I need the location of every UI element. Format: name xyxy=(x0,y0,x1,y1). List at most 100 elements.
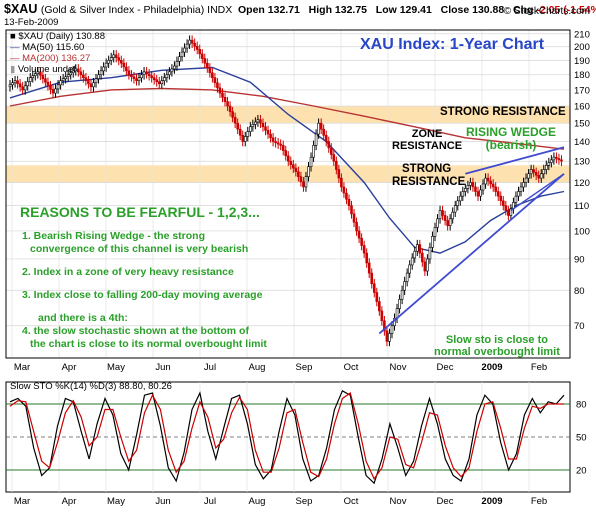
price-body xyxy=(274,141,277,144)
x-tick-label: May xyxy=(107,362,125,373)
price-body xyxy=(423,261,427,272)
price-body xyxy=(130,74,133,78)
price-body xyxy=(28,77,32,83)
symbol: $XAU xyxy=(4,2,38,16)
price-body xyxy=(403,281,406,291)
reason-1-line-1: 1. Bearish Rising Wedge - the strong xyxy=(22,230,206,242)
price-body xyxy=(208,67,212,74)
price-body xyxy=(385,330,389,342)
sto-y-tick-label: 20 xyxy=(576,466,587,477)
price-legend: ■ $XAU (Daily) 130.88 — MA(50) 115.60 — … xyxy=(10,31,105,75)
price-body xyxy=(304,176,308,188)
stockcharts-brand[interactable]: © StockCharts.com xyxy=(503,6,590,17)
price-body xyxy=(479,189,482,197)
sto-x-tick-label: Feb xyxy=(531,496,547,507)
price-body xyxy=(165,74,169,79)
sto-x-tick-label: Nov xyxy=(390,496,407,507)
price-body xyxy=(87,80,90,85)
price-body xyxy=(312,145,315,158)
y-tick-label: 80 xyxy=(574,286,585,297)
price-body xyxy=(147,73,151,77)
price-body xyxy=(203,58,207,64)
price-body xyxy=(254,121,257,125)
price-body xyxy=(236,122,239,130)
price-body xyxy=(524,177,528,183)
close-value: 130.88 xyxy=(472,4,505,16)
y-tick-label: 210 xyxy=(574,29,590,40)
price-body xyxy=(269,133,272,139)
price-body xyxy=(294,167,298,172)
price-body xyxy=(160,80,164,85)
price-body xyxy=(340,177,343,188)
price-body xyxy=(496,191,500,197)
price-body xyxy=(135,78,138,82)
price-body xyxy=(367,262,371,274)
rising-wedge-label: RISING WEDGE (bearish) xyxy=(466,125,557,152)
price-body xyxy=(332,154,336,162)
ma200-path xyxy=(9,87,565,150)
price-body xyxy=(327,141,331,149)
y-tick-label: 70 xyxy=(574,321,585,332)
price-body xyxy=(18,83,22,88)
price-body xyxy=(33,73,37,77)
price-body xyxy=(489,180,492,185)
price-body xyxy=(122,62,126,68)
price-body xyxy=(388,333,391,342)
price-body xyxy=(49,85,52,90)
price-body xyxy=(542,169,546,175)
price-body xyxy=(112,54,116,58)
price-body xyxy=(256,119,260,123)
reason-4-line-3: the chart is close to its normal overbou… xyxy=(30,338,267,350)
price-body xyxy=(289,160,293,165)
price-body xyxy=(163,77,166,82)
price-body xyxy=(107,60,110,64)
price-body xyxy=(322,128,325,136)
wedge-upper-line xyxy=(465,146,565,175)
price-body xyxy=(481,183,485,191)
price-body xyxy=(405,272,409,282)
price-body xyxy=(125,66,128,72)
price-body xyxy=(92,82,95,88)
price-body xyxy=(39,71,42,76)
price-body xyxy=(471,182,475,188)
x-tick-label: Aug xyxy=(249,362,266,373)
price-body xyxy=(249,126,252,132)
symbol-description: (Gold & Silver Index - Philadelphia) IND… xyxy=(40,4,233,16)
reasons-title: REASONS TO BE FEARFUL - 1,2,3... xyxy=(20,204,260,220)
y-tick-label: 180 xyxy=(574,70,590,81)
price-body xyxy=(79,71,83,76)
price-body xyxy=(537,174,541,179)
price-body xyxy=(319,122,323,130)
stochastic-y-axis: 20 50 80 xyxy=(576,400,587,477)
price-body xyxy=(185,43,189,49)
price-body xyxy=(557,158,561,161)
price-body xyxy=(390,325,394,334)
price-body xyxy=(299,176,303,183)
price-body xyxy=(246,131,250,137)
price-body xyxy=(484,177,487,185)
price-body xyxy=(362,245,366,254)
price-body xyxy=(243,136,247,142)
price-body xyxy=(314,133,318,146)
sto-x-tick-label: Aug xyxy=(249,496,266,507)
price-body xyxy=(499,195,503,202)
stochastic-d-line xyxy=(9,392,564,480)
price-body xyxy=(142,71,146,76)
y-tick-label: 170 xyxy=(574,85,590,96)
price-body xyxy=(180,51,184,57)
price-body xyxy=(292,164,295,169)
price-body xyxy=(284,150,288,157)
stochastic-gridlines xyxy=(6,382,570,492)
close-label: Close xyxy=(440,4,470,16)
price-body xyxy=(279,143,282,146)
price-body xyxy=(426,258,429,272)
price-body xyxy=(509,208,513,216)
x-tick-label: 2009 xyxy=(481,362,502,373)
price-body xyxy=(410,257,414,266)
price-body xyxy=(200,53,204,59)
ma200-line xyxy=(9,87,565,150)
y-tick-label: 110 xyxy=(574,201,589,212)
price-body xyxy=(89,83,93,88)
price-body xyxy=(555,156,558,159)
legend-volume: ▮ Volume undef xyxy=(10,64,76,75)
